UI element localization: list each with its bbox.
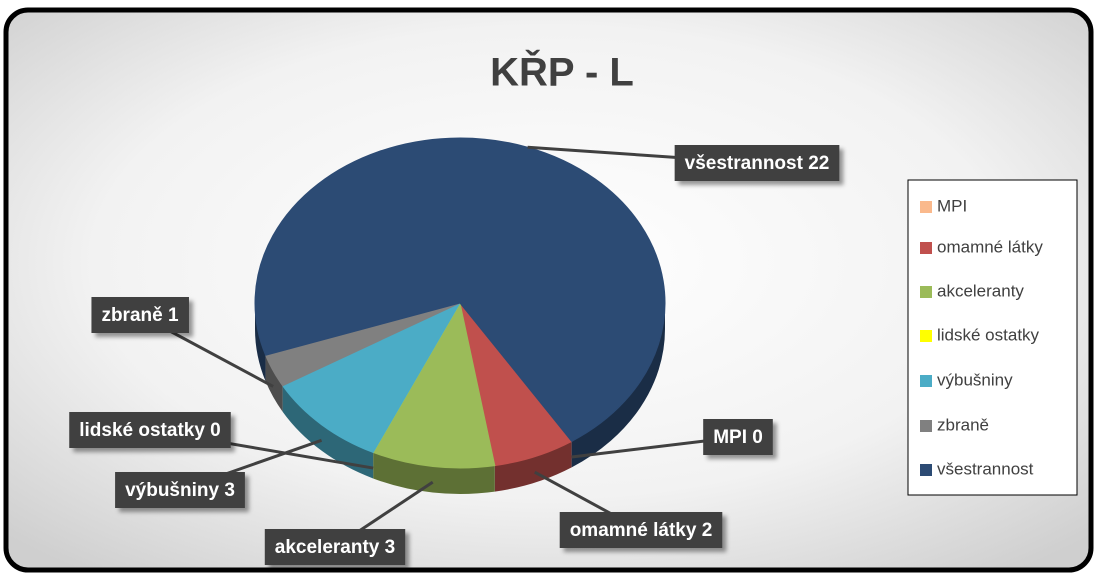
- data-label-box: [559, 512, 723, 548]
- slice-side: [373, 452, 495, 494]
- slice-side: [494, 441, 572, 492]
- data-label-box: [703, 419, 773, 455]
- legend-label: všestrannost: [937, 459, 1034, 478]
- slice-side: [571, 303, 665, 468]
- legend-swatch: [920, 286, 932, 298]
- legend-swatch: [920, 375, 932, 387]
- legend-swatch: [920, 420, 932, 432]
- data-label-box: [91, 297, 189, 333]
- legend-label: lidské ostatky: [937, 325, 1040, 344]
- slice-side: [255, 303, 266, 382]
- data-label: výbušniny 3: [125, 480, 235, 501]
- data-label: MPI 0: [713, 427, 763, 448]
- data-label: lidské ostatky 0: [79, 420, 221, 441]
- data-label: omamné látky 2: [570, 520, 713, 541]
- data-label: všestrannost 22: [685, 153, 830, 174]
- legend-swatch: [920, 242, 932, 254]
- data-label: zbraně 1: [101, 305, 179, 326]
- data-label-box: [674, 145, 840, 181]
- slice-side: [265, 355, 283, 412]
- chart-title: KŘP - L: [490, 49, 634, 95]
- legend-swatch: [920, 330, 932, 342]
- legend-label: MPI: [937, 196, 967, 215]
- legend-label: akceleranty: [937, 281, 1024, 300]
- slice: [281, 301, 462, 454]
- legend-label: omamné látky: [937, 237, 1043, 256]
- slice: [372, 301, 496, 469]
- legend-swatch: [920, 464, 932, 476]
- legend-label: zbraně: [937, 415, 989, 434]
- data-label: akceleranty 3: [275, 537, 395, 558]
- data-label-box: [264, 529, 406, 565]
- data-label-box: [69, 412, 231, 448]
- slice-side: [282, 385, 374, 479]
- legend-label: výbušniny: [937, 370, 1013, 389]
- slice: [254, 137, 666, 443]
- legend: [907, 179, 1078, 496]
- legend-swatch: [920, 201, 932, 213]
- data-label-box: [115, 472, 245, 508]
